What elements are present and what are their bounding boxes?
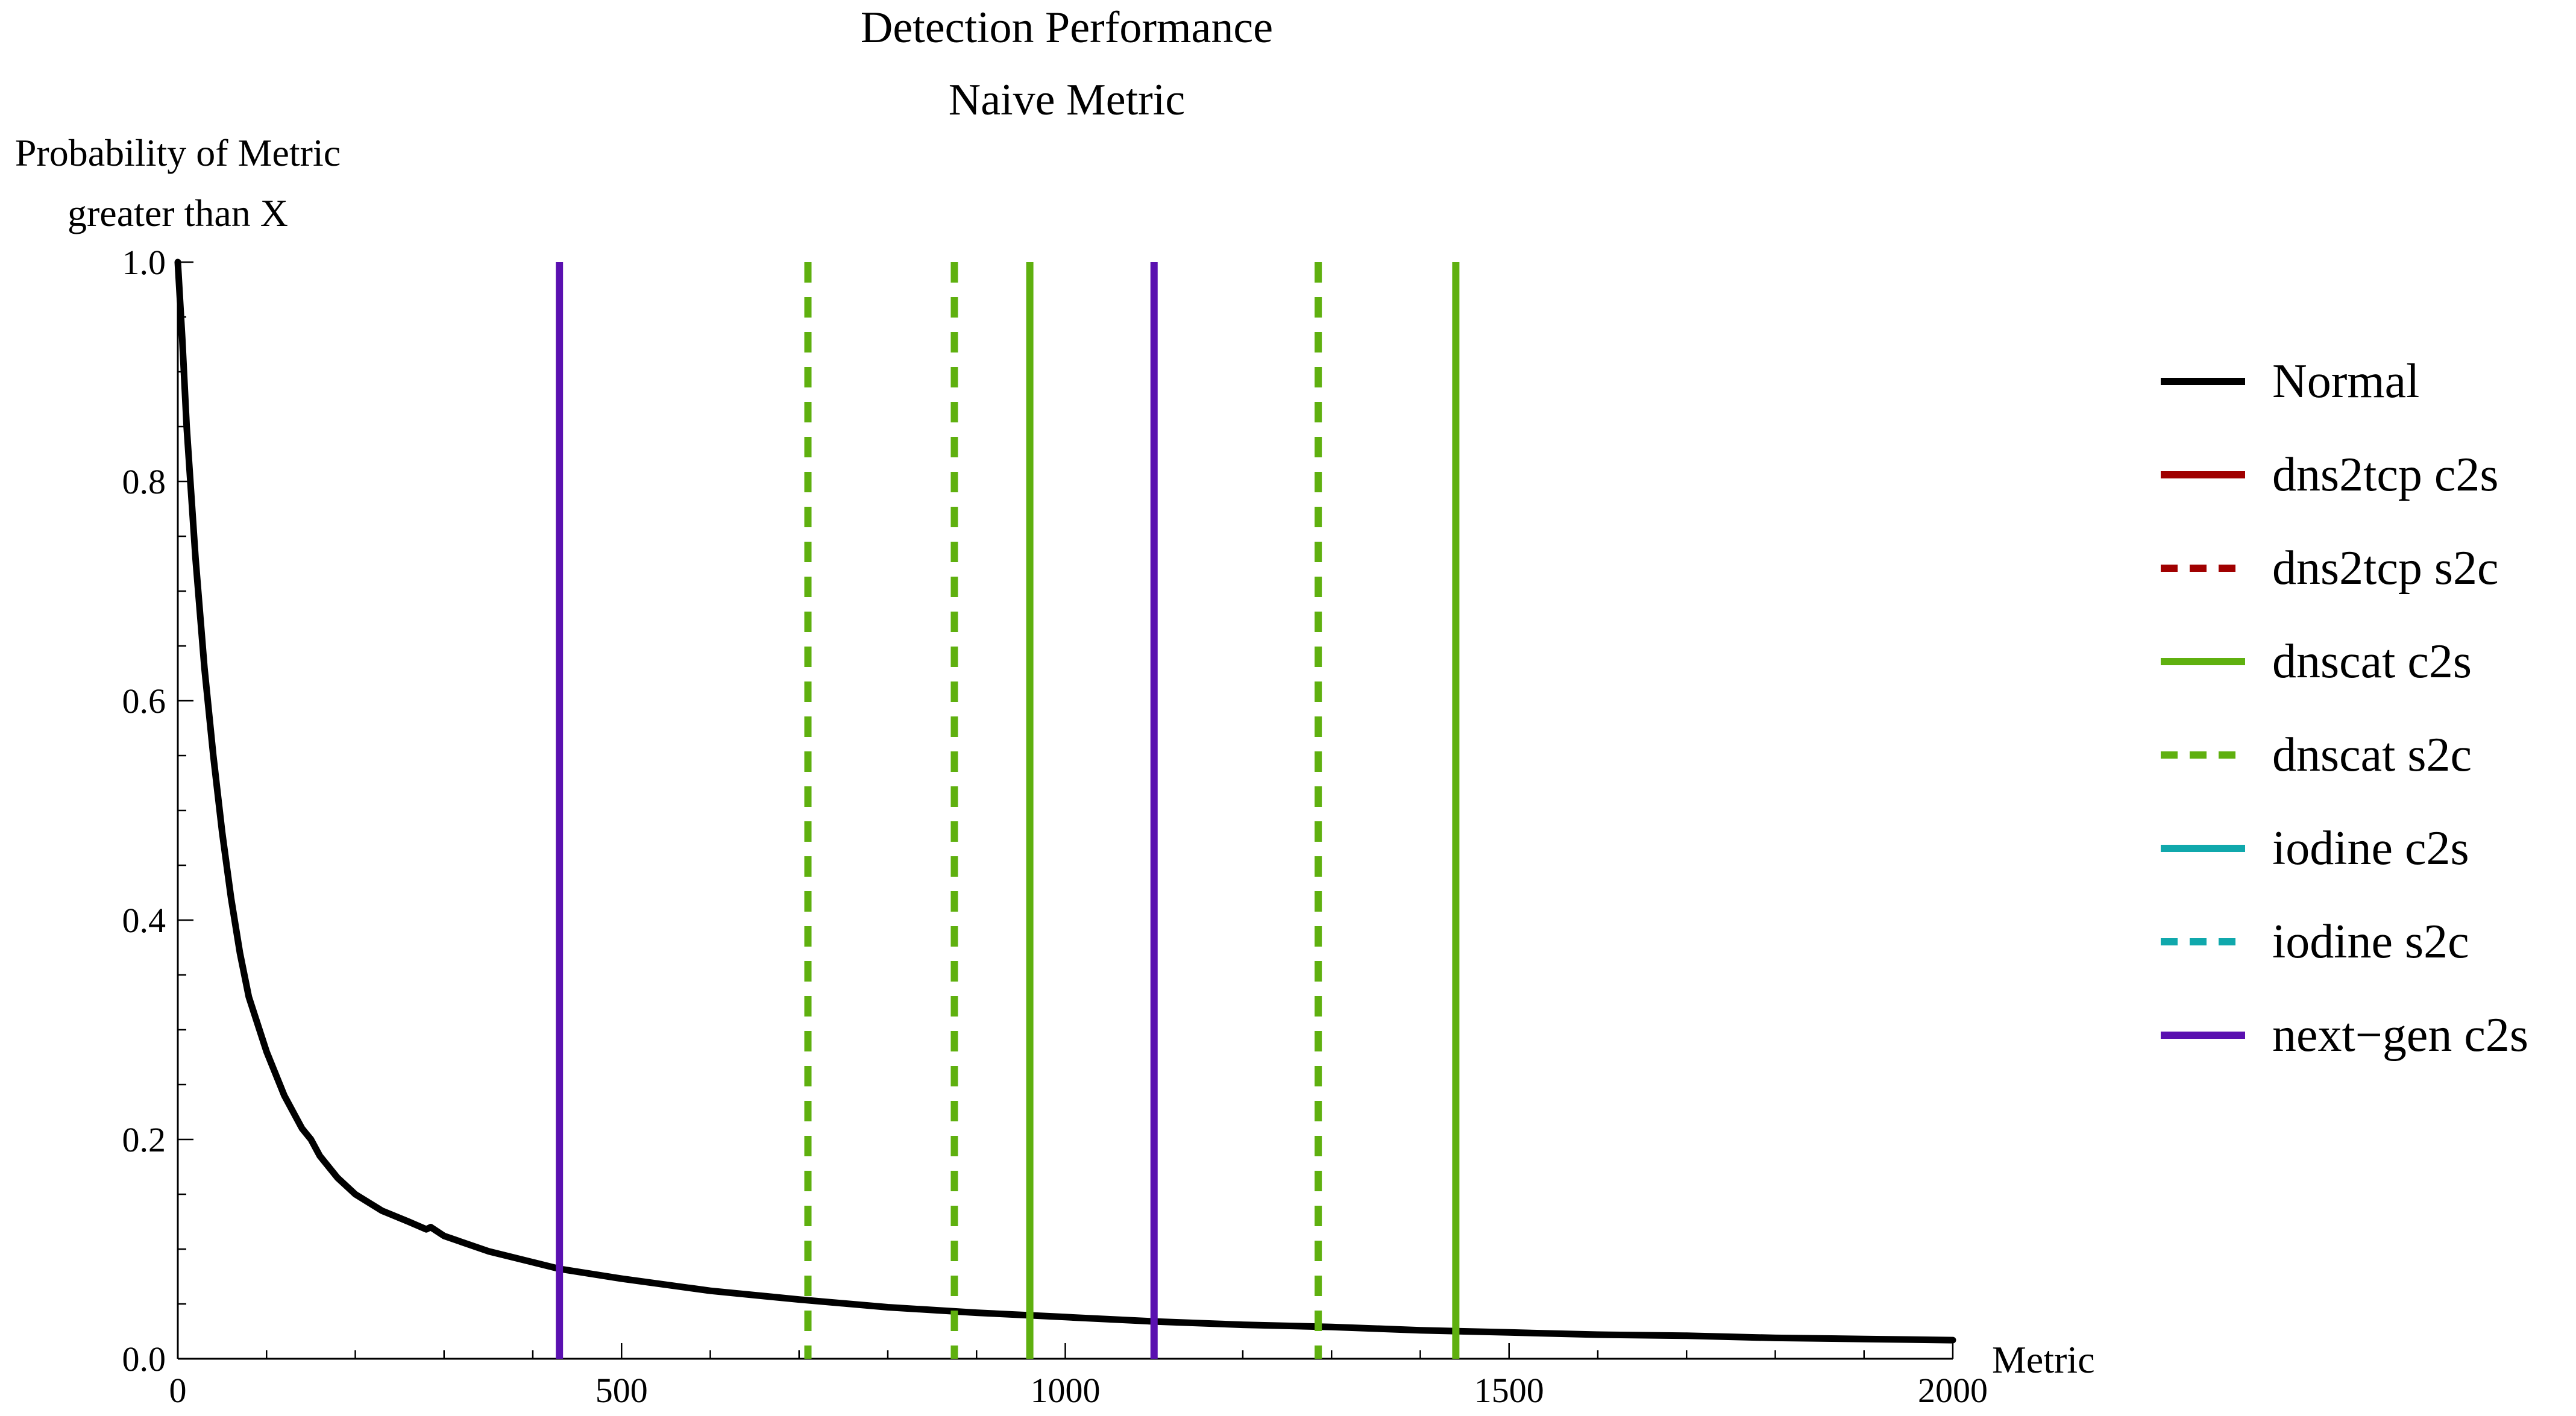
legend-label-next-gen-c2s: next−gen c2s <box>2272 1009 2528 1062</box>
y-tick-label: 0.4 <box>122 901 166 940</box>
y-tick-label: 0.6 <box>122 681 166 721</box>
x-tick-label: 0 <box>169 1371 187 1410</box>
axes: 0 500 1000 1500 2000 0.0 0.2 0.4 0.6 0.8 1.0 <box>122 243 1988 1410</box>
legend-label-iodine-c2s: iodine c2s <box>2272 822 2469 875</box>
plot-area <box>174 258 1956 1359</box>
legend: Normal dns2tcp c2s dns2tcp s2c dnscat c2s dn… <box>2161 355 2528 1062</box>
chart-subtitle: Naive Metric <box>949 75 1185 125</box>
x-tick-label: 1000 <box>1031 1371 1101 1410</box>
y-tick-label: 1.0 <box>122 243 166 282</box>
chart-title: Detection Performance <box>861 3 1273 52</box>
legend-label-dnscat-c2s: dnscat c2s <box>2272 635 2472 688</box>
y-tick-label: 0.8 <box>122 462 166 501</box>
y-axis-label-line-2: greater than X <box>68 192 288 234</box>
legend-label-iodine-s2c: iodine s2c <box>2272 915 2469 968</box>
series-line-normal <box>174 258 1956 1344</box>
y-axis-label-line-1: Probability of Metric <box>15 131 341 174</box>
legend-label-dnscat-s2c: dnscat s2c <box>2272 728 2472 782</box>
y-tick-label: 0.0 <box>122 1339 166 1379</box>
x-tick-label: 2000 <box>1918 1371 1988 1410</box>
x-axis-label: Metric <box>1992 1338 2095 1381</box>
legend-label-normal: Normal <box>2272 355 2419 408</box>
legend-label-dns2tcp-s2c: dns2tcp s2c <box>2272 542 2499 595</box>
legend-label-dns2tcp-c2s: dns2tcp c2s <box>2272 448 2499 501</box>
x-tick-label: 500 <box>595 1371 648 1410</box>
x-tick-label: 1500 <box>1474 1371 1544 1410</box>
y-tick-label: 0.2 <box>122 1120 166 1159</box>
